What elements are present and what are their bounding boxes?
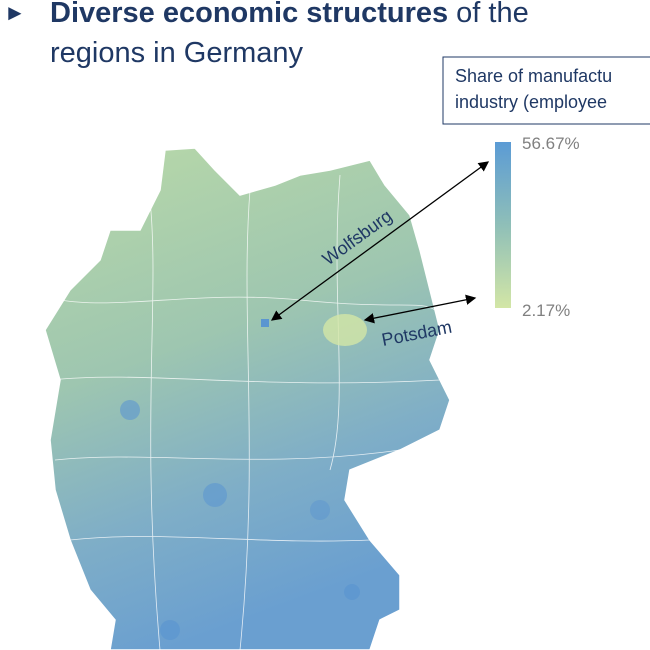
title-line2: regions in Germany (50, 37, 304, 69)
color-scale (495, 142, 511, 308)
wolfsburg-arrow (270, 161, 490, 321)
title-bold: Diverse economic structures (50, 0, 448, 29)
legend-box (442, 56, 650, 125)
title-line1: Diverse economic structures of the (50, 0, 529, 29)
bullet: ► (4, 0, 26, 25)
potsdam-region (323, 314, 367, 346)
dark-regions (120, 319, 360, 640)
legend-min: 2.17% (522, 301, 570, 320)
potsdam-arrow (363, 294, 477, 324)
legend-title: Share of manufactu (455, 66, 612, 86)
title-rest: of the (448, 0, 529, 29)
legend-title: industry (employee (455, 92, 607, 112)
legend-max: 56.67% (522, 134, 580, 153)
